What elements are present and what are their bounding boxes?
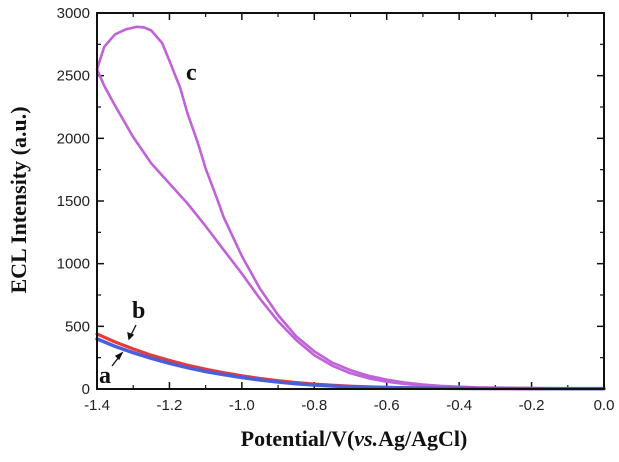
x-tick-label: -1.0	[229, 397, 255, 414]
y-tick-label: 2500	[57, 68, 90, 85]
x-tick-labels: -1.4 -1.2 -1.0 -0.8 -0.6 -0.4 -0.2 0.0	[84, 397, 614, 414]
label-b: b	[132, 298, 145, 324]
y-tick-label: 2000	[57, 130, 90, 147]
y-tick-label: 1500	[57, 193, 90, 210]
x-axis-title-main: Potential/V(	[241, 426, 355, 451]
x-tick-label: 0.0	[594, 397, 615, 414]
series-c-line	[95, 25, 606, 390]
series-group	[95, 25, 606, 391]
series-a-line	[95, 337, 606, 391]
label-a: a	[99, 363, 111, 389]
series-b-line	[95, 332, 606, 391]
x-tick-label: -1.2	[156, 397, 182, 414]
arrow-b-head	[127, 331, 135, 341]
y-tick-labels: 0 500 1000 1500 2000 2500 3000	[57, 5, 90, 398]
x-tick-label: -0.4	[446, 397, 472, 414]
x-tick-label: -0.2	[519, 397, 545, 414]
annotation-arrows	[111, 324, 137, 367]
y-axis-title: ECL Intensity (a.u.)	[6, 106, 31, 293]
x-axis-title-italic: vs.	[354, 426, 378, 451]
plot-frame	[96, 12, 605, 390]
arrow-a-head	[114, 351, 124, 361]
x-tick-label: -0.6	[374, 397, 400, 414]
x-axis-title-tail: Ag/AgCl)	[378, 426, 467, 451]
y-tick-label: 1000	[57, 256, 90, 273]
y-tick-label: 0	[82, 381, 90, 398]
y-tick-label: 3000	[57, 5, 90, 22]
label-c: c	[186, 60, 197, 86]
y-tick-label: 500	[65, 318, 90, 335]
x-axis-title: Potential/V(vs.Ag/AgCl)	[241, 426, 468, 451]
x-tick-label: -0.8	[301, 397, 327, 414]
x-tick-label: -1.4	[84, 397, 110, 414]
